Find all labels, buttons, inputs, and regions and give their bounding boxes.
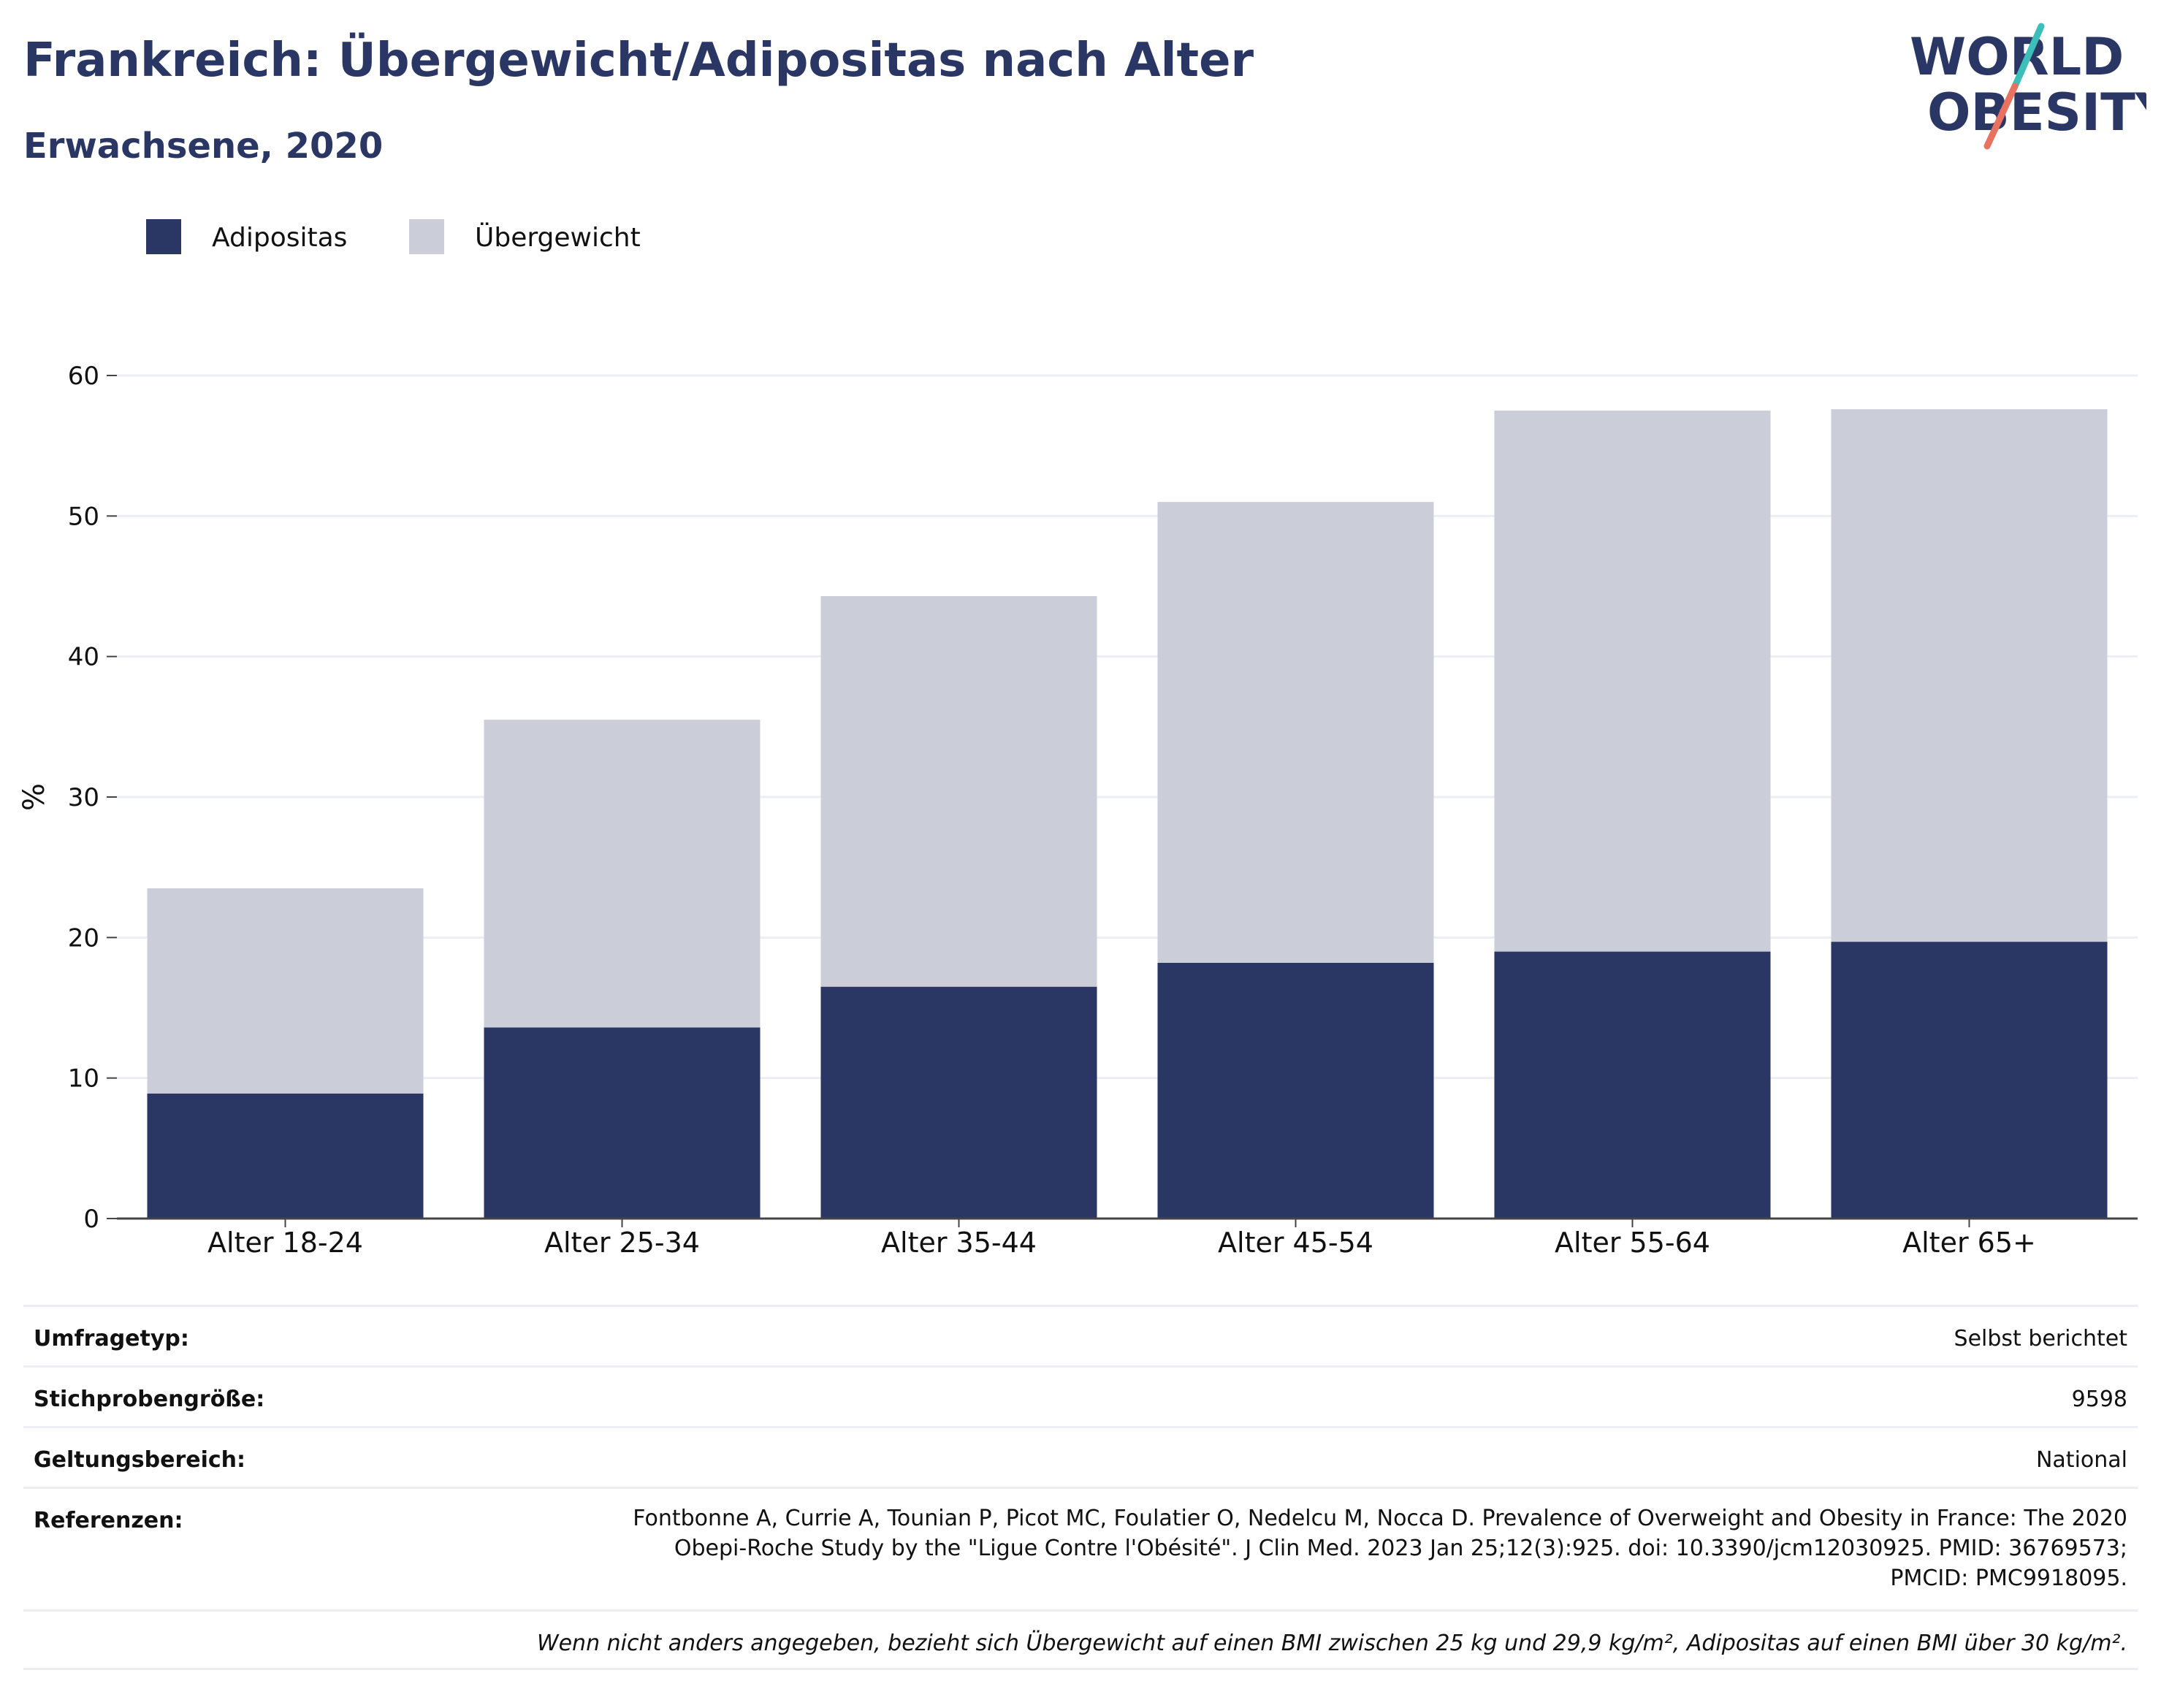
x-tick-label-alter-65: Alter 65+ bbox=[1902, 1227, 2036, 1259]
legend-label-bergewicht: Übergewicht bbox=[475, 222, 641, 253]
legend-swatch-adipositas bbox=[146, 219, 181, 254]
y-tick-label-0: 0 bbox=[83, 1205, 99, 1234]
gridlines bbox=[117, 374, 2138, 1080]
survey-type-value: Selbst berichtet bbox=[1954, 1326, 2127, 1351]
chart-subtitle: Erwachsene, 2020 bbox=[23, 126, 384, 167]
scope-label: Geltungsbereich: bbox=[34, 1447, 246, 1473]
y-axis-label: % bbox=[18, 783, 51, 811]
sample-size-label: Stichprobengröße: bbox=[34, 1387, 265, 1412]
logo-slash-bottom bbox=[1983, 83, 2019, 150]
survey-type-label: Umfragetyp: bbox=[34, 1326, 189, 1351]
chart-title: Frankreich: Übergewicht/Adipositas nach … bbox=[23, 34, 1254, 88]
info-row-scope: Geltungsbereich: National bbox=[23, 1426, 2138, 1487]
world-obesity-logo: WORLD OBESITY bbox=[1910, 23, 2146, 150]
y-tick-label-50: 50 bbox=[68, 502, 99, 531]
bar-bergewicht-alter-45-54 bbox=[1157, 502, 1434, 963]
x-tick-label-alter-45-54: Alter 45-54 bbox=[1218, 1227, 1373, 1259]
y-tick-label-20: 20 bbox=[68, 923, 99, 953]
logo-word-obesity: OBESITY bbox=[1927, 83, 2146, 142]
bar-chart: Adipositas Übergewicht 0 10 20 30 40 50 60 Alte… bbox=[18, 219, 2138, 1259]
bar-adipositas-alter-18-24 bbox=[147, 1093, 424, 1219]
bar-bergewicht-alter-35-44 bbox=[820, 595, 1097, 987]
y-axis-ticks: 0 10 20 30 40 50 60 bbox=[68, 362, 117, 1234]
y-tick-label-60: 60 bbox=[68, 362, 99, 391]
x-axis-labels: Alter 18-24 Alter 25-34 Alter 35-44 Alter 4… bbox=[207, 1219, 2036, 1259]
bar-adipositas-alter-55-64 bbox=[1494, 951, 1771, 1219]
x-tick-label-alter-55-64: Alter 55-64 bbox=[1555, 1227, 1710, 1259]
info-row-survey-type: Umfragetyp: Selbst berichtet bbox=[23, 1305, 2138, 1365]
scope-value: National bbox=[2035, 1447, 2127, 1473]
info-table: Umfragetyp: Selbst berichtet Stichproben… bbox=[23, 1305, 2138, 1670]
bar-adipositas-alter-45-54 bbox=[1157, 962, 1434, 1219]
x-tick-label-alter-35-44: Alter 35-44 bbox=[881, 1227, 1037, 1259]
legend-label-adipositas: Adipositas bbox=[212, 223, 347, 253]
y-tick-label-10: 10 bbox=[68, 1064, 99, 1094]
bar-bergewicht-alter-65 bbox=[1831, 409, 2108, 942]
x-tick-label-alter-18-24: Alter 18-24 bbox=[207, 1227, 363, 1259]
legend: Adipositas Übergewicht bbox=[146, 219, 641, 254]
info-row-references: Referenzen: Fontbonne A, Currie A, Touni… bbox=[23, 1487, 2138, 1609]
bar-bergewicht-alter-18-24 bbox=[147, 888, 424, 1094]
bar-bergewicht-alter-55-64 bbox=[1494, 411, 1771, 952]
bar-bergewicht-alter-25-34 bbox=[484, 720, 761, 1028]
x-tick-label-alter-25-34: Alter 25-34 bbox=[544, 1227, 700, 1259]
y-tick-label-40: 40 bbox=[68, 643, 99, 672]
info-row-sample-size: Stichprobengröße: 9598 bbox=[23, 1365, 2138, 1426]
references-value: Fontbonne A, Currie A, Tounian P, Picot … bbox=[633, 1506, 2127, 1591]
bar-adipositas-alter-35-44 bbox=[820, 986, 1097, 1219]
logo-slash-top bbox=[2011, 23, 2045, 90]
sample-size-value: 9598 bbox=[2071, 1387, 2127, 1412]
bar-adipositas-alter-25-34 bbox=[484, 1027, 761, 1219]
legend-swatch-bergewicht bbox=[409, 219, 444, 254]
bars bbox=[147, 409, 2108, 1219]
references-label: Referenzen: bbox=[34, 1508, 183, 1533]
definition-note: Wenn nicht anders angegeben, bezieht sic… bbox=[23, 1609, 2138, 1670]
bar-adipositas-alter-65 bbox=[1831, 942, 2108, 1219]
y-tick-label-30: 30 bbox=[68, 783, 99, 812]
